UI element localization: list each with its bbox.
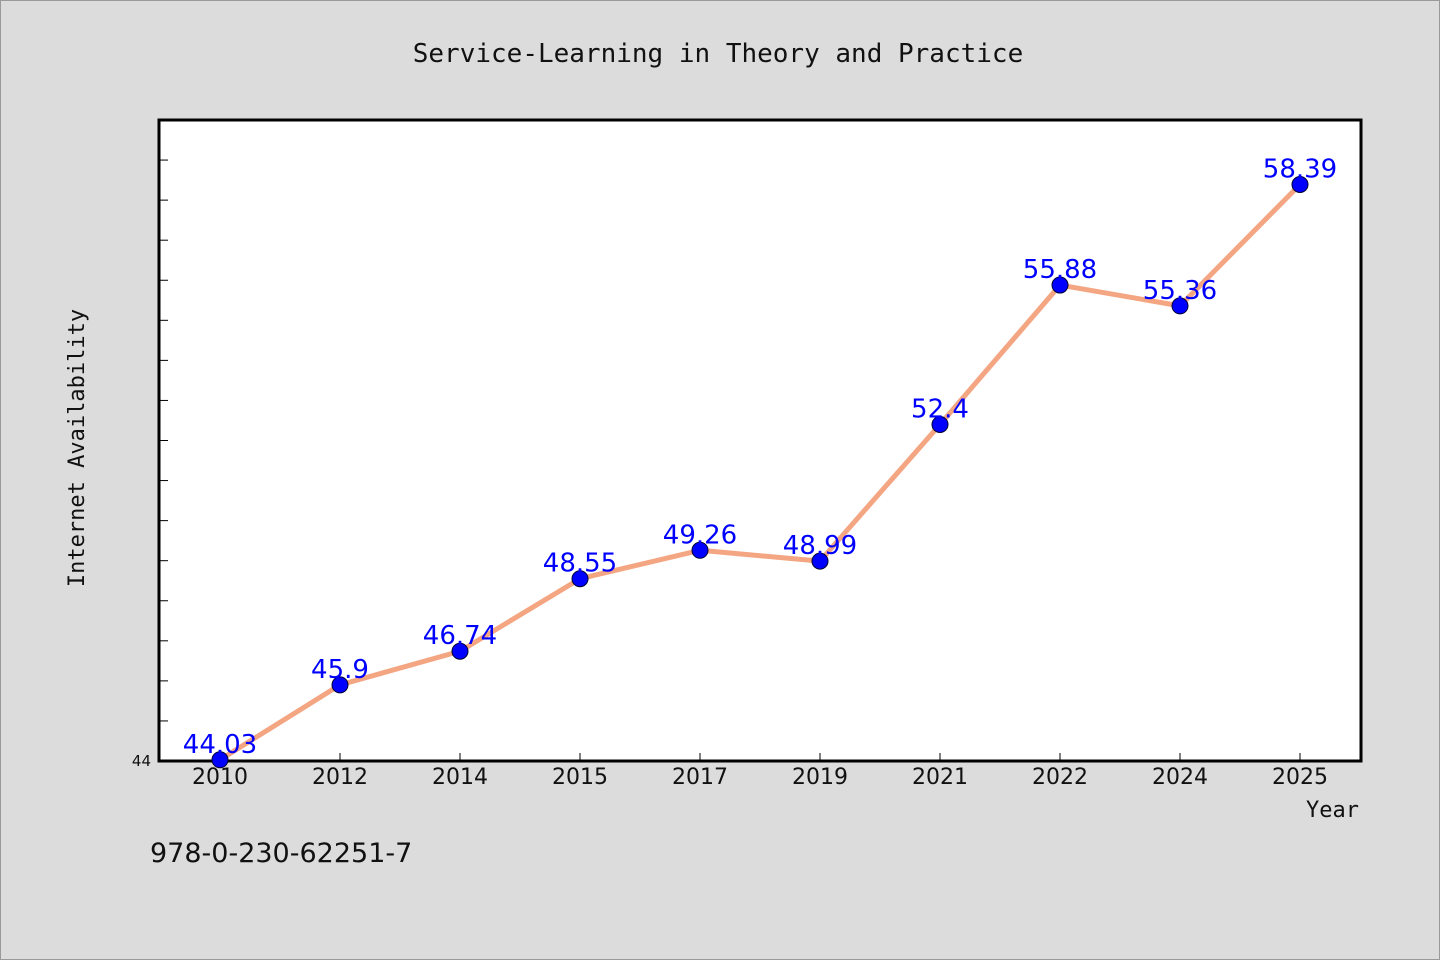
data-point — [451, 642, 469, 660]
data-point — [331, 676, 349, 694]
data-point — [691, 541, 709, 559]
y-tick-label: 44 — [132, 752, 151, 770]
data-label: 52.4 — [911, 394, 969, 424]
isbn-text: 978-0-230-62251-7 — [150, 838, 412, 869]
data-point — [811, 552, 829, 570]
data-labels: 44.03 45.9 46.74 48.55 49.26 48.99 52.4 55.88 55… — [183, 155, 1337, 760]
data-point — [1291, 176, 1309, 194]
data-point — [571, 570, 589, 588]
data-label: 48.55 — [543, 549, 617, 579]
data-label: 55.88 — [1023, 255, 1097, 285]
x-axis-label: Year — [1306, 798, 1359, 823]
data-label: 45.9 — [311, 655, 369, 685]
x-tick-label: 2021 — [912, 765, 968, 790]
x-tick-label: 2022 — [1032, 765, 1088, 790]
series-line — [217, 182, 1303, 763]
x-tick-label: 2014 — [432, 765, 488, 790]
x-tick-label: 2019 — [792, 765, 848, 790]
x-tick-label: 2010 — [192, 765, 248, 790]
data-label: 46.74 — [423, 621, 497, 651]
x-axis-ticks: 2010 2012 2014 2015 2017 2019 2021 2022 2024 2025 — [192, 753, 1328, 790]
x-tick-label: 2015 — [552, 765, 608, 790]
y-axis-ticks: 44 — [132, 159, 168, 770]
data-label: 48.99 — [783, 531, 857, 561]
x-tick-label: 2012 — [312, 765, 368, 790]
x-tick-label: 2025 — [1272, 765, 1328, 790]
data-label: 49.26 — [663, 520, 737, 550]
data-point — [1171, 297, 1189, 315]
chart-title: Service-Learning in Theory and Practice — [413, 39, 1023, 69]
x-tick-label: 2024 — [1152, 765, 1208, 790]
data-point — [211, 751, 229, 769]
plot-area — [157, 118, 1363, 763]
data-point — [931, 415, 949, 433]
data-label: 44.03 — [183, 730, 257, 760]
y-axis-label: Internet Availability — [65, 309, 90, 587]
x-tick-label: 2017 — [672, 765, 728, 790]
data-label: 58.39 — [1263, 155, 1337, 185]
data-markers — [211, 176, 1309, 769]
data-point — [1051, 276, 1069, 294]
data-label: 55.36 — [1143, 276, 1217, 306]
